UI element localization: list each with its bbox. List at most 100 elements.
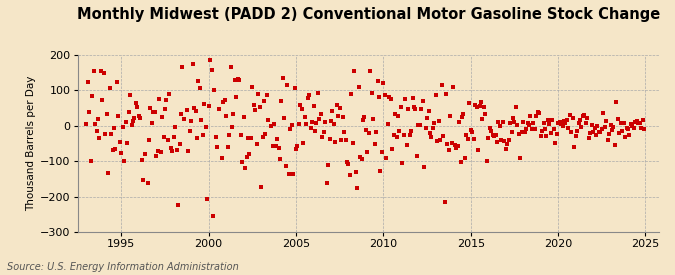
Point — [589, 125, 600, 130]
Point — [97, 98, 108, 102]
Point — [458, 112, 469, 116]
Point — [320, 120, 331, 125]
Point — [627, 124, 638, 128]
Point — [155, 150, 166, 154]
Point — [506, 130, 517, 134]
Point — [626, 122, 637, 126]
Point — [578, 114, 589, 118]
Point — [382, 122, 393, 127]
Point — [493, 120, 504, 124]
Point — [385, 97, 396, 101]
Point — [244, 152, 255, 156]
Point — [388, 133, 399, 137]
Point — [547, 118, 558, 123]
Point — [617, 129, 628, 133]
Point — [620, 134, 630, 139]
Point — [622, 127, 633, 131]
Point — [398, 133, 409, 138]
Point — [151, 153, 161, 158]
Point — [238, 115, 249, 119]
Point — [215, 49, 225, 54]
Point — [611, 100, 622, 104]
Point — [512, 122, 522, 127]
Point — [85, 159, 96, 164]
Point — [217, 156, 227, 160]
Point — [259, 99, 269, 104]
Point — [605, 123, 616, 128]
Point — [358, 117, 369, 122]
Point — [560, 121, 571, 125]
Point — [404, 132, 415, 137]
Point — [510, 105, 521, 109]
Point — [219, 98, 230, 103]
Point — [548, 127, 559, 131]
Point — [304, 92, 315, 97]
Text: Monthly Midwest (PADD 2) Conventional Motor Gasoline Stock Change: Monthly Midwest (PADD 2) Conventional Mo… — [77, 7, 660, 22]
Point — [140, 49, 151, 54]
Point — [306, 120, 317, 125]
Point — [308, 104, 319, 108]
Point — [509, 120, 520, 124]
Point — [265, 51, 275, 56]
Point — [81, 122, 92, 126]
Point — [495, 124, 506, 128]
Point — [422, 116, 433, 120]
Point — [117, 125, 128, 129]
Point — [533, 110, 543, 114]
Point — [634, 121, 645, 125]
Point — [186, 119, 196, 123]
Point — [628, 126, 639, 131]
Point — [124, 110, 134, 114]
Point — [145, 106, 156, 111]
Point — [591, 133, 601, 137]
Point — [338, 115, 348, 120]
Point — [363, 130, 374, 135]
Point — [203, 104, 214, 109]
Point — [319, 130, 329, 134]
Point — [333, 114, 344, 119]
Point — [553, 121, 564, 125]
Point — [572, 129, 583, 133]
Point — [396, 105, 406, 109]
Point — [192, 136, 202, 140]
Point — [101, 112, 112, 116]
Point — [374, 95, 385, 99]
Point — [499, 139, 510, 143]
Point — [232, 77, 243, 81]
Point — [368, 117, 379, 122]
Point — [417, 99, 428, 104]
Point — [378, 81, 389, 86]
Point — [570, 133, 581, 138]
Point — [120, 120, 131, 124]
Point — [360, 128, 371, 132]
Point — [454, 120, 464, 124]
Point — [468, 137, 479, 142]
Point — [111, 79, 122, 84]
Point — [280, 164, 291, 169]
Point — [227, 125, 238, 130]
Point — [110, 147, 121, 152]
Point — [231, 94, 242, 99]
Point — [113, 113, 124, 118]
Point — [327, 108, 338, 113]
Point — [277, 76, 288, 80]
Point — [612, 117, 623, 121]
Point — [599, 125, 610, 130]
Point — [442, 142, 453, 146]
Point — [427, 126, 438, 131]
Point — [437, 134, 448, 138]
Point — [302, 96, 313, 100]
Point — [221, 114, 232, 119]
Point — [325, 119, 336, 123]
Point — [286, 123, 297, 127]
Point — [329, 122, 340, 127]
Point — [500, 147, 511, 151]
Point — [90, 121, 101, 126]
Point — [524, 122, 535, 127]
Point — [276, 98, 287, 103]
Point — [129, 116, 140, 120]
Point — [198, 133, 209, 137]
Point — [106, 132, 117, 136]
Point — [148, 109, 159, 114]
Point — [557, 124, 568, 128]
